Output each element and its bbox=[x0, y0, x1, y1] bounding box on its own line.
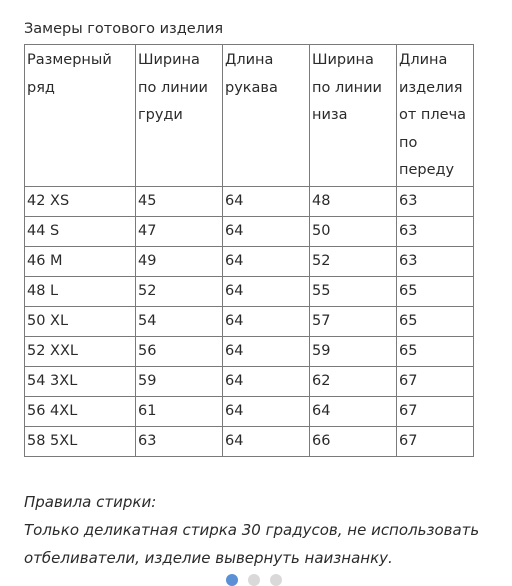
cell-hem: 64 bbox=[309, 396, 397, 427]
table-row: 50 XL 54 64 57 65 bbox=[24, 306, 474, 337]
header-line: ряд bbox=[27, 79, 55, 96]
cell-hem: 50 bbox=[309, 216, 397, 247]
cell-size: 58 5XL bbox=[24, 426, 136, 457]
cell-length: 65 bbox=[396, 336, 474, 367]
table-row: 56 4XL 61 64 64 67 bbox=[24, 396, 474, 427]
carousel-dot[interactable] bbox=[270, 574, 282, 586]
cell-hem: 55 bbox=[309, 276, 397, 307]
washing-instructions: Правила стирки: Только деликатная стирка… bbox=[24, 488, 512, 572]
table-row: 52 XXL 56 64 59 65 bbox=[24, 336, 474, 367]
cell-length: 63 bbox=[396, 216, 474, 247]
cell-length: 65 bbox=[396, 276, 474, 307]
cell-length: 63 bbox=[396, 186, 474, 217]
cell-sleeve: 64 bbox=[222, 246, 310, 277]
size-table: Размерный ряд Ширина по линии груди Длин… bbox=[24, 44, 474, 457]
header-line: по линии bbox=[138, 79, 208, 96]
cell-sleeve: 64 bbox=[222, 426, 310, 457]
header-line: Ширина bbox=[312, 52, 374, 68]
cell-length: 65 bbox=[396, 306, 474, 337]
table-header-row: Размерный ряд Ширина по линии груди Длин… bbox=[24, 44, 474, 187]
cell-length: 67 bbox=[396, 366, 474, 397]
notes-heading: Правила стирки: bbox=[24, 493, 157, 511]
table-row: 58 5XL 63 64 66 67 bbox=[24, 426, 474, 457]
table-caption: Замеры готового изделия bbox=[24, 21, 224, 37]
header-line: переду bbox=[399, 162, 455, 179]
header-chest-width: Ширина по линии груди bbox=[135, 44, 223, 187]
cell-size: 54 3XL bbox=[24, 366, 136, 397]
cell-size: 46 M bbox=[24, 246, 136, 277]
header-sleeve-length: Длина рукава bbox=[222, 44, 310, 187]
table-row: 54 3XL 59 64 62 67 bbox=[24, 366, 474, 397]
table-row: 44 S 47 64 50 63 bbox=[24, 216, 474, 247]
cell-chest: 54 bbox=[135, 306, 223, 337]
table-row: 48 L 52 64 55 65 bbox=[24, 276, 474, 307]
header-line: по линии bbox=[312, 79, 382, 96]
header-garment-length: Длина изделия от плеча по переду bbox=[396, 44, 474, 187]
cell-chest: 59 bbox=[135, 366, 223, 397]
cell-hem: 48 bbox=[309, 186, 397, 217]
header-line: от плеча bbox=[399, 107, 467, 124]
cell-chest: 49 bbox=[135, 246, 223, 277]
header-line: груди bbox=[138, 107, 183, 124]
cell-sleeve: 64 bbox=[222, 306, 310, 337]
cell-length: 67 bbox=[396, 426, 474, 457]
notes-line: отбеливатели, изделие вывернуть наизнанк… bbox=[24, 549, 393, 567]
cell-chest: 47 bbox=[135, 216, 223, 247]
cell-sleeve: 64 bbox=[222, 276, 310, 307]
cell-chest: 56 bbox=[135, 336, 223, 367]
cell-size: 56 4XL bbox=[24, 396, 136, 427]
header-line: низа bbox=[312, 107, 348, 124]
cell-size: 44 S bbox=[24, 216, 136, 247]
cell-size: 42 XS bbox=[24, 186, 136, 217]
cell-chest: 63 bbox=[135, 426, 223, 457]
header-line: по bbox=[399, 134, 418, 151]
cell-size: 48 L bbox=[24, 276, 136, 307]
cell-hem: 62 bbox=[309, 366, 397, 397]
carousel-dots bbox=[226, 574, 286, 586]
cell-size: 52 XXL bbox=[24, 336, 136, 367]
cell-length: 67 bbox=[396, 396, 474, 427]
cell-sleeve: 64 bbox=[222, 396, 310, 427]
cell-chest: 45 bbox=[135, 186, 223, 217]
table-row: 46 M 49 64 52 63 bbox=[24, 246, 474, 277]
cell-hem: 52 bbox=[309, 246, 397, 277]
header-line: Размерный bbox=[27, 52, 112, 68]
cell-chest: 61 bbox=[135, 396, 223, 427]
cell-hem: 66 bbox=[309, 426, 397, 457]
cell-sleeve: 64 bbox=[222, 366, 310, 397]
cell-hem: 59 bbox=[309, 336, 397, 367]
header-line: Длина bbox=[399, 52, 448, 68]
header-size-range: Размерный ряд bbox=[24, 44, 136, 187]
cell-sleeve: 64 bbox=[222, 336, 310, 367]
cell-hem: 57 bbox=[309, 306, 397, 337]
cell-chest: 52 bbox=[135, 276, 223, 307]
carousel-dot-active[interactable] bbox=[226, 574, 238, 586]
carousel-dot[interactable] bbox=[248, 574, 260, 586]
header-line: Ширина bbox=[138, 52, 200, 68]
header-line: рукава bbox=[225, 79, 278, 96]
cell-sleeve: 64 bbox=[222, 216, 310, 247]
table-row: 42 XS 45 64 48 63 bbox=[24, 186, 474, 217]
cell-length: 63 bbox=[396, 246, 474, 277]
header-line: Длина bbox=[225, 52, 274, 68]
header-line: изделия bbox=[399, 79, 463, 96]
cell-sleeve: 64 bbox=[222, 186, 310, 217]
notes-line: Только деликатная стирка 30 градусов, не… bbox=[24, 521, 480, 539]
cell-size: 50 XL bbox=[24, 306, 136, 337]
header-hem-width: Ширина по линии низа bbox=[309, 44, 397, 187]
